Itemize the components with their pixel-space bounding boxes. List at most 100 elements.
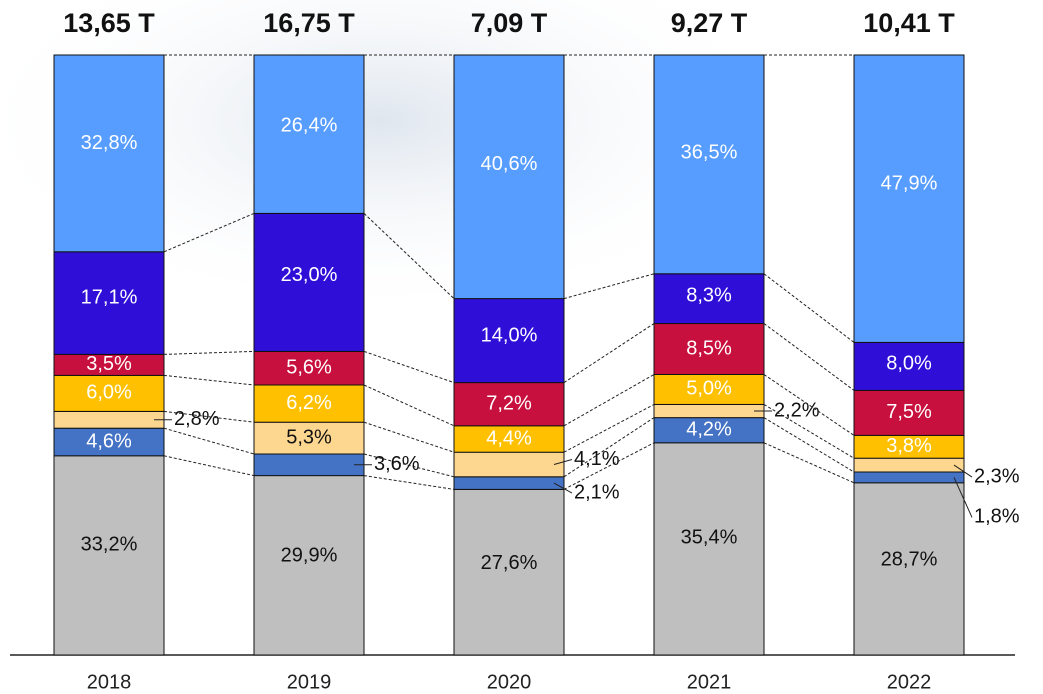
bar-segment	[453, 451, 565, 478]
value-label: 7,5%	[886, 401, 932, 423]
bar-segment	[253, 54, 365, 214]
connector	[163, 350, 255, 355]
bar-segment	[253, 453, 365, 477]
value-label: 4,6%	[86, 430, 132, 452]
bar-segment	[53, 54, 165, 253]
connector	[763, 374, 855, 436]
connector	[163, 374, 255, 386]
connector	[763, 442, 855, 484]
value-label: 6,0%	[86, 382, 132, 404]
value-label: 3,8%	[886, 435, 932, 457]
bar-segment	[853, 54, 965, 343]
value-label: 35,4%	[681, 527, 738, 549]
connector	[563, 374, 655, 427]
value-label: 8,3%	[686, 284, 732, 306]
x-tick-label: 2019	[287, 671, 332, 693]
bar-segment	[853, 482, 965, 656]
connector	[763, 273, 855, 343]
value-label: 4,4%	[486, 427, 532, 449]
bar-segment	[453, 425, 565, 453]
connector	[363, 421, 455, 453]
value-label: 28,7%	[881, 549, 938, 571]
x-tick-label: 2021	[687, 671, 732, 693]
bar-segment	[253, 350, 365, 386]
connector	[363, 350, 455, 384]
connector	[363, 384, 455, 427]
bar-segment	[653, 373, 765, 405]
value-label: 2,2%	[774, 399, 820, 421]
bar-segment	[53, 374, 165, 412]
bar-segment	[653, 403, 765, 419]
value-label: 47,9%	[881, 173, 938, 195]
total-label: 9,27 T	[671, 8, 748, 38]
x-tick-label: 2022	[887, 671, 932, 693]
bar-segment	[853, 341, 965, 391]
bar-segment	[253, 384, 365, 423]
value-label: 6,2%	[286, 392, 332, 414]
x-tick-label: 2020	[487, 671, 532, 693]
value-label: 29,9%	[281, 545, 338, 567]
background-glow	[0, 0, 800, 320]
bar-segment	[453, 54, 565, 300]
value-label: 23,0%	[281, 264, 338, 286]
bar-segment	[53, 455, 165, 656]
bar-segment	[653, 442, 765, 656]
bar-segment	[653, 417, 765, 444]
value-label: 17,1%	[81, 286, 138, 308]
connector	[563, 442, 655, 490]
total-label: 10,41 T	[863, 8, 955, 38]
value-label: 4,2%	[686, 419, 732, 441]
total-label: 16,75 T	[263, 8, 355, 38]
connector	[363, 453, 455, 478]
value-label: 33,2%	[81, 534, 138, 556]
value-label: 1,8%	[974, 506, 1020, 528]
value-label: 40,6%	[481, 153, 538, 175]
bar-segment	[453, 488, 565, 656]
value-label: 3,5%	[86, 353, 132, 375]
connector	[763, 323, 855, 391]
bar-segment	[853, 471, 965, 484]
bar-segment	[253, 421, 365, 455]
connector	[763, 404, 855, 459]
connector	[563, 273, 655, 300]
value-label: 7,2%	[486, 392, 532, 414]
leader-line	[953, 464, 973, 478]
bar-segment	[853, 457, 965, 473]
connector	[163, 427, 255, 455]
bar-segment	[653, 54, 765, 275]
value-label: 8,5%	[686, 337, 732, 359]
value-label: 5,3%	[286, 426, 332, 448]
value-label: 4,1%	[574, 448, 620, 470]
bar-segment	[53, 410, 165, 429]
value-label: 36,5%	[681, 142, 738, 164]
bar-segment	[653, 323, 765, 375]
connector	[363, 213, 455, 299]
connector	[163, 455, 255, 477]
connector	[163, 212, 255, 253]
total-label: 13,65 T	[63, 8, 155, 38]
value-label: 26,4%	[281, 115, 338, 137]
connector	[363, 475, 455, 490]
value-label: 14,0%	[481, 325, 538, 347]
value-label: 8,0%	[886, 352, 932, 374]
leader-line	[553, 482, 573, 494]
value-label: 2,1%	[574, 481, 620, 503]
leader-line	[553, 459, 573, 465]
bar-segment	[253, 475, 365, 656]
bar-segment	[53, 427, 165, 457]
value-label: 2,8%	[174, 408, 220, 430]
connector	[163, 410, 255, 423]
connector	[763, 417, 855, 473]
bar-segment	[53, 251, 165, 355]
bar-segment	[453, 476, 565, 490]
bar-segment	[653, 273, 765, 325]
value-label: 3,6%	[374, 453, 420, 475]
bar-segment	[453, 298, 565, 384]
bar-segment	[853, 389, 965, 436]
value-label: 5,0%	[686, 378, 732, 400]
total-label: 7,09 T	[471, 8, 548, 38]
bar-segment	[453, 382, 565, 427]
connector	[563, 323, 655, 384]
value-label: 2,3%	[974, 465, 1020, 487]
